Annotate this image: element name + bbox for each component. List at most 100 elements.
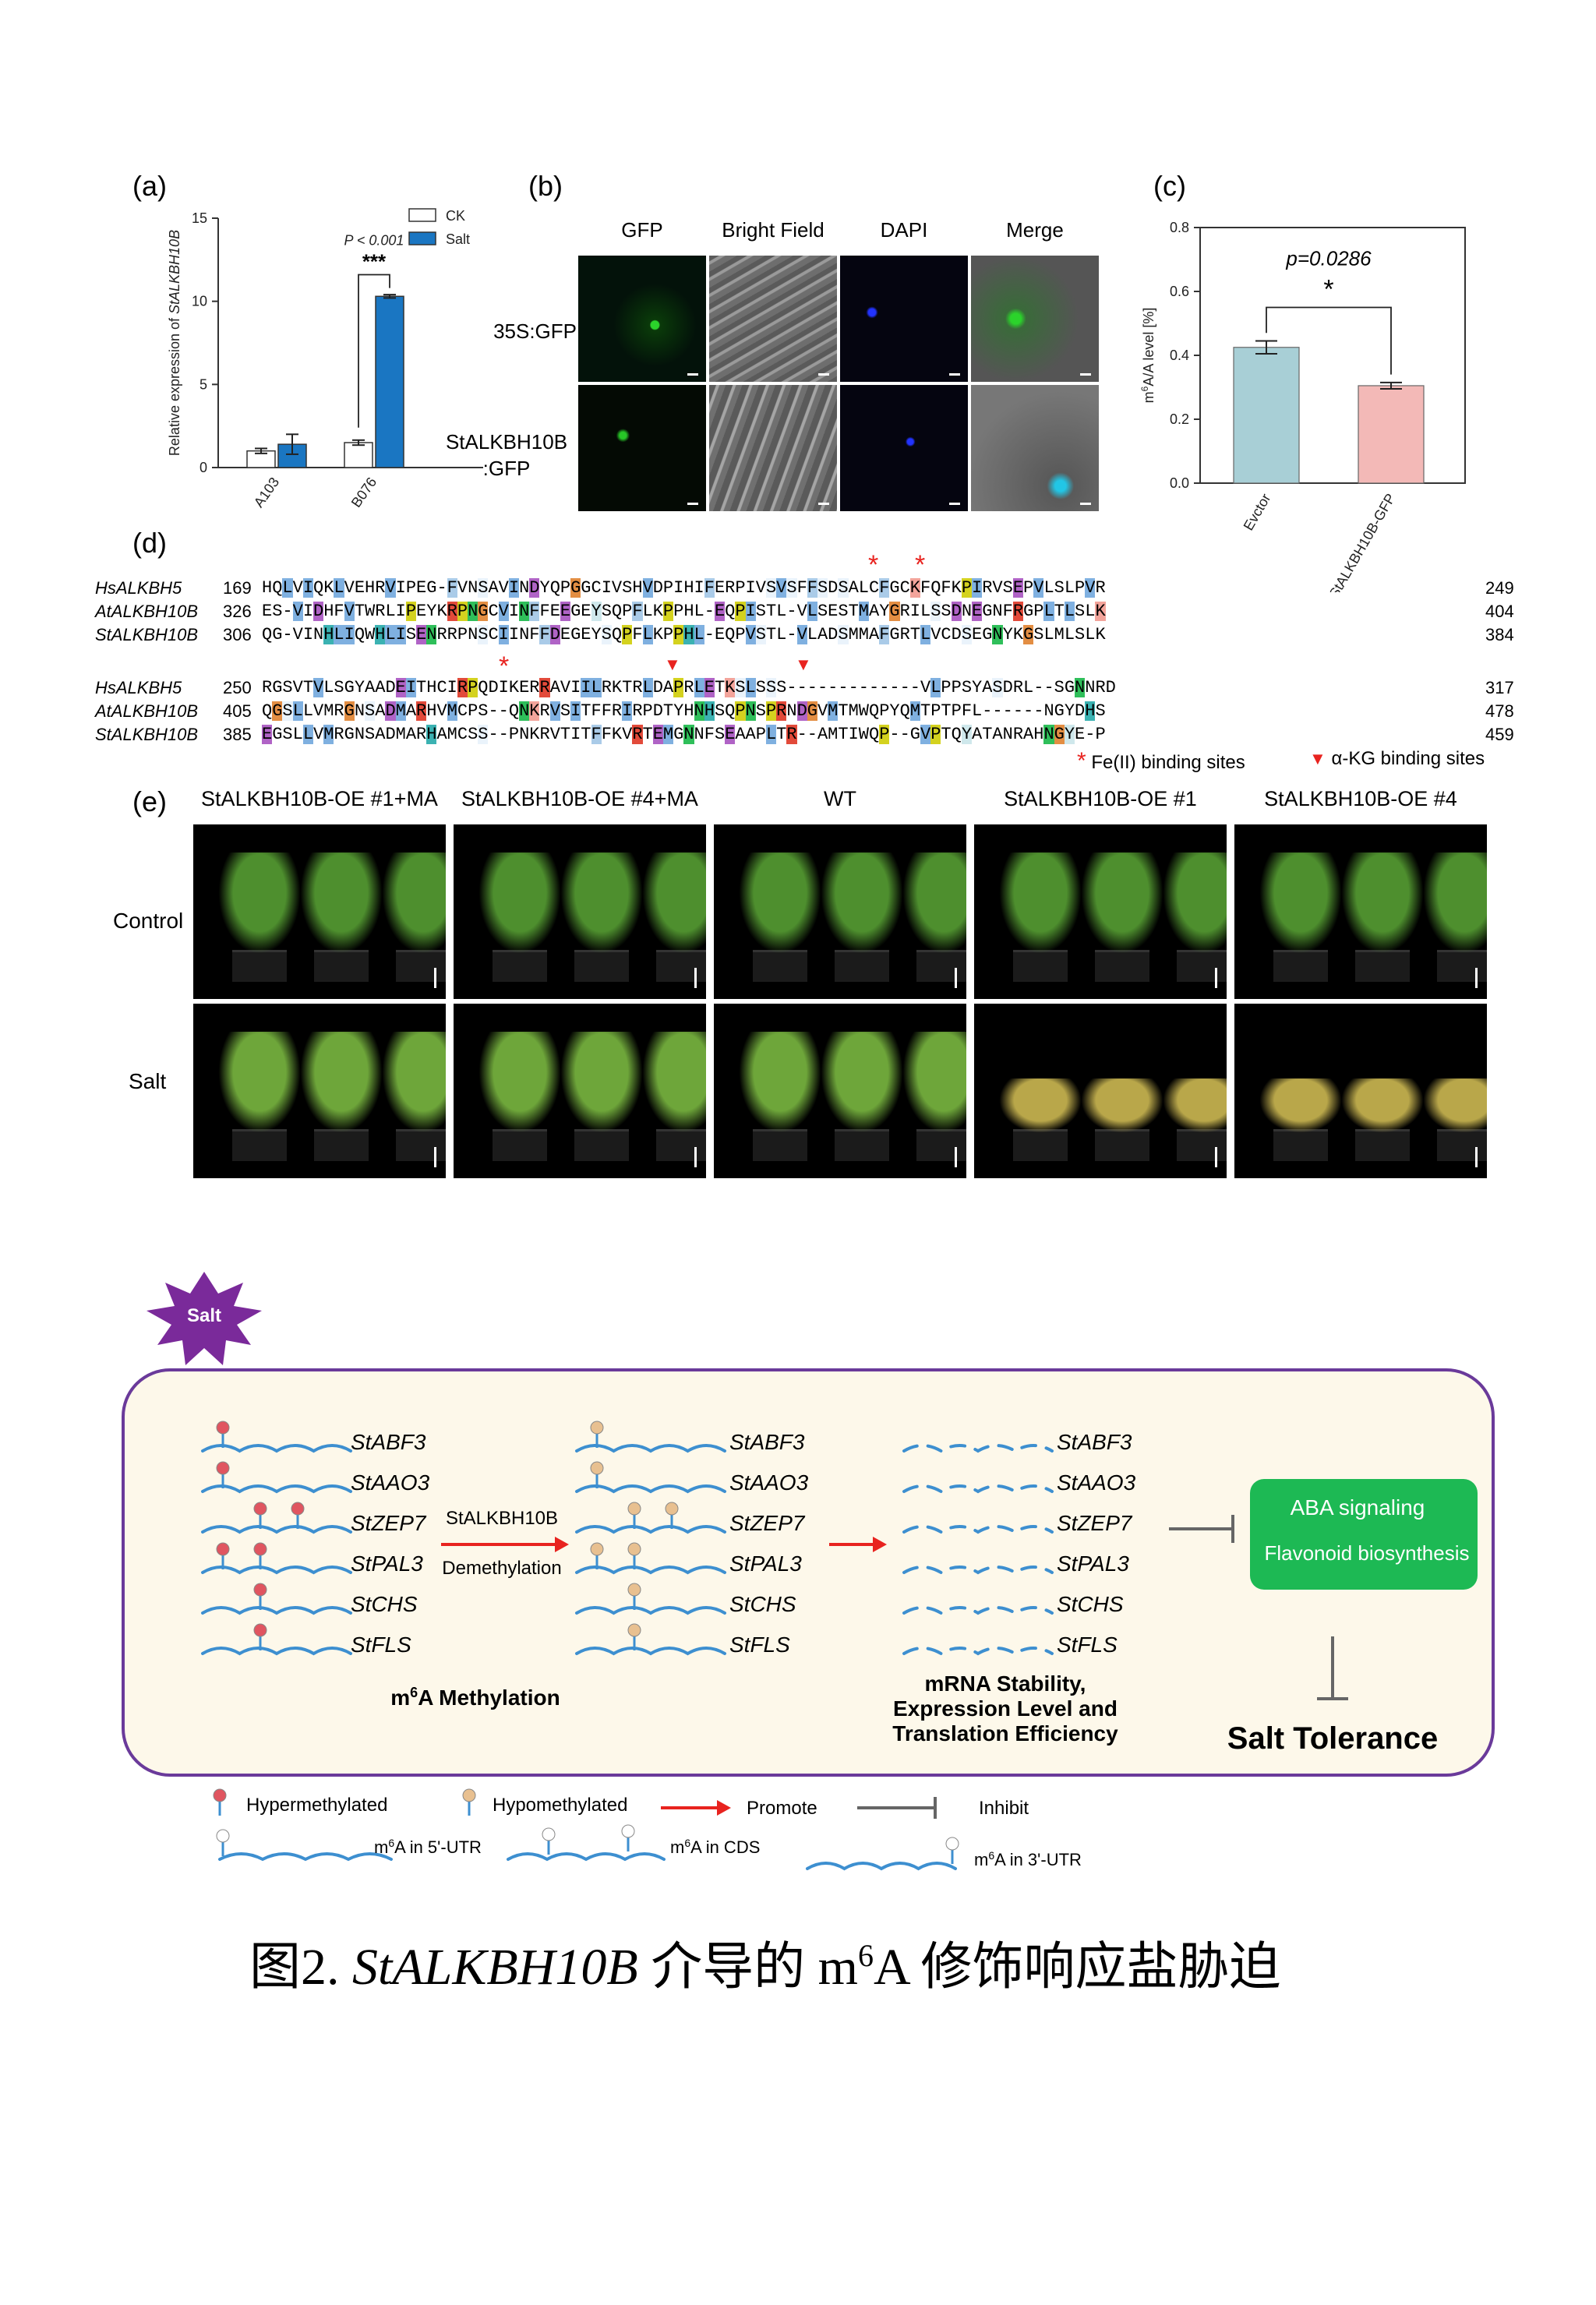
bar-salt-b076 [375, 295, 404, 468]
gene-label: StAAO3 [729, 1470, 809, 1495]
rna-hyper [201, 1484, 352, 1494]
legend-promote: Promote [747, 1798, 817, 1819]
scale-bar [1080, 373, 1091, 376]
hyper-methyl-mark [216, 1421, 230, 1435]
plant-foliage [478, 852, 561, 954]
pot [493, 1129, 547, 1161]
micrograph-r2-c4 [971, 385, 1099, 511]
hypo-methyl-mark [627, 1502, 641, 1516]
y-tick-label: 5 [200, 376, 207, 392]
plant-foliage [821, 852, 903, 954]
p-value-label: P < 0.001 [344, 233, 404, 249]
rna-hyper [201, 1444, 352, 1453]
seq-end: 317 [1485, 678, 1514, 697]
plant-photo-salt-5 [1234, 1004, 1487, 1178]
plant-foliage [1163, 1078, 1227, 1133]
pot [1177, 950, 1227, 982]
rna-degraded [902, 1647, 1054, 1656]
rna-degraded [902, 1525, 1054, 1534]
plant-photo-control-2 [454, 824, 706, 999]
plant-foliage [382, 852, 446, 954]
gene-label: StFLS [1057, 1633, 1118, 1657]
pot [232, 1129, 287, 1161]
sequence-alignment: HsALKBH5 169 HQLVIQKLVEHRVIPEG-FVNSAVINDYQ… [0, 550, 1596, 779]
micrograph-r1-c3 [840, 256, 968, 382]
legend-label-salt: Salt [446, 231, 470, 247]
scale-bar [1215, 968, 1217, 988]
pot [1013, 1129, 1068, 1161]
panel-b-label: (b) [528, 170, 563, 202]
plant-foliage [300, 1032, 383, 1133]
plant-foliage [300, 852, 383, 954]
outcome-aba: ABA signaling [1291, 1495, 1425, 1520]
pot [916, 1129, 966, 1161]
pot [1177, 1129, 1227, 1161]
pot [1013, 950, 1068, 982]
column-header-merge: Merge [1006, 218, 1064, 242]
legend-cds-pin [542, 1827, 556, 1841]
y-axis-label: m6A/A level [%] [1139, 308, 1156, 404]
gene-label: StCHS [351, 1592, 418, 1616]
rna-hypo [575, 1444, 726, 1453]
x-tick-label: Evctor [1241, 491, 1274, 533]
outcome-flavonoid: Flavonoid biosynthesis [1264, 1541, 1469, 1565]
column-header-dapi: DAPI [880, 218, 928, 242]
seq-residues: ES-VIDHFVTWRLIPEYKRPNGCVINFFEEGEYSQPFLKP… [262, 602, 1106, 621]
scale-bar [687, 373, 698, 376]
scale-bar [694, 1147, 697, 1167]
seq-start: 326 [223, 602, 252, 621]
seq-name-hsalkbh5: HsALKBH5 [95, 578, 182, 598]
legend-hypo-icon [462, 1788, 476, 1802]
model-diagram: Salt StABF3 StABF3 StABF3 StAAO3 StAAO3 StAAO… [122, 1272, 1495, 1871]
significance-star: * [1323, 275, 1333, 305]
row-label-control: Control [113, 909, 184, 933]
seq-start: 385 [223, 725, 252, 744]
bar-stalkbh10b-gfp [1358, 385, 1425, 484]
y-tick-label: 0.4 [1170, 348, 1189, 363]
pot [574, 1129, 629, 1161]
bar-evctor [1233, 347, 1300, 484]
plant-photo-salt-4 [974, 1004, 1227, 1178]
micrograph-r1-c1 [578, 256, 706, 382]
panel-c-label: (c) [1153, 170, 1186, 202]
y-tick-label: 0.8 [1170, 220, 1189, 235]
microscopy-grid: GFP Bright Field DAPI Merge [578, 218, 1099, 513]
legend-utr5-rna [218, 1852, 393, 1862]
plant-foliage [1163, 852, 1227, 954]
outcome-box [1250, 1479, 1478, 1590]
row-label-35s-gfp: 35S:GFP [493, 319, 577, 343]
gene-label: StPAL3 [1057, 1551, 1129, 1576]
gene-label: StZEP7 [1057, 1511, 1133, 1535]
rna-degraded [902, 1606, 1054, 1615]
y-tick-label: 0.0 [1170, 475, 1189, 491]
scale-bar [694, 968, 697, 988]
panel-a-chart: 0 5 10 15 Relative expression of StALKBH10B A… [167, 208, 483, 510]
seq-end: 249 [1485, 578, 1514, 598]
rna-degraded [902, 1565, 1054, 1575]
column-header-2: StALKBH10B-OE #4+MA [461, 787, 698, 810]
akg-binding-marker: ▼ [795, 655, 812, 674]
plant-photo-salt-2 [454, 1004, 706, 1178]
scale-bar [434, 968, 436, 988]
scale-bar [1215, 1147, 1217, 1167]
stability-line: Expression Level and [893, 1696, 1118, 1721]
legend-utr5-pin [216, 1829, 230, 1843]
pot [656, 1129, 706, 1161]
plant-foliage [739, 1032, 821, 1133]
fe-binding-marker: * [868, 550, 879, 580]
pot [916, 950, 966, 982]
gene-label: StAAO3 [351, 1470, 430, 1495]
pot [232, 950, 287, 982]
p-value-label: p=0.0286 [1285, 247, 1372, 270]
scale-bar [1475, 1147, 1478, 1167]
salt-burst-icon [147, 1272, 262, 1365]
y-tick-label: 0.2 [1170, 411, 1189, 427]
x-tick-label: B076 [348, 475, 380, 510]
plant-foliage [642, 852, 706, 954]
promote-arrow-2-head [873, 1537, 887, 1552]
column-header-4: StALKBH10B-OE #1 [1004, 787, 1197, 810]
legend-utr3-rna [806, 1862, 957, 1871]
pot [1437, 1129, 1487, 1161]
gene-label: StPAL3 [351, 1551, 423, 1576]
